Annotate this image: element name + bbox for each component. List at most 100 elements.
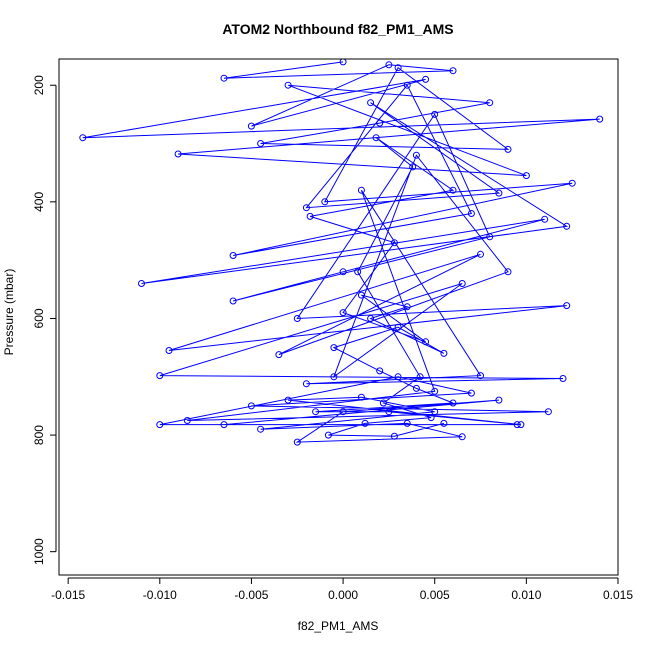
data-point <box>495 396 503 404</box>
data-point <box>357 186 365 194</box>
data-point <box>229 297 237 305</box>
data-point <box>467 210 475 217</box>
data-point <box>522 172 530 180</box>
data-point <box>449 399 457 407</box>
data-point <box>312 408 320 416</box>
y-tick-label: 600 <box>32 308 46 328</box>
data-point <box>416 373 424 381</box>
data-point <box>339 309 347 317</box>
y-axis-label: Pressure (mbar) <box>2 269 16 356</box>
data-point <box>372 134 380 142</box>
data-point <box>568 179 576 187</box>
series-line <box>82 61 600 443</box>
data-point <box>354 268 362 276</box>
series-layer <box>79 59 604 446</box>
x-tick-label: 0.010 <box>511 588 541 602</box>
data-point <box>79 134 87 142</box>
x-axis-label: f82_PM1_AMS <box>298 619 379 633</box>
data-point <box>504 268 512 276</box>
data-point <box>563 302 571 310</box>
data-point <box>422 338 430 346</box>
data-point <box>156 421 164 429</box>
data-point <box>293 438 301 446</box>
data-point <box>361 419 369 427</box>
y-tick-label: 800 <box>32 425 46 445</box>
x-tick-label: -0.010 <box>143 588 177 602</box>
data-point <box>394 323 402 331</box>
data-point <box>449 186 457 194</box>
data-point <box>357 393 365 401</box>
y-tick-label: 400 <box>32 192 46 212</box>
data-point <box>339 59 347 66</box>
data-point <box>257 425 265 433</box>
x-tick-label: 0.015 <box>603 588 633 602</box>
x-tick-label: 0.000 <box>328 588 358 602</box>
data-point <box>559 375 567 382</box>
data-point <box>339 408 347 416</box>
chart-title: ATOM2 Northbound f82_PM1_AMS <box>222 21 453 37</box>
data-point <box>431 408 439 416</box>
data-point <box>229 252 237 259</box>
data-point <box>486 233 494 241</box>
data-point <box>403 419 411 427</box>
data-point <box>302 204 310 212</box>
data-point <box>458 280 466 287</box>
data-point <box>138 280 145 287</box>
data-point <box>275 351 283 359</box>
data-point <box>477 250 484 258</box>
data-point <box>541 215 549 223</box>
data-point <box>394 373 402 381</box>
data-point <box>284 396 292 404</box>
data-point <box>495 189 503 197</box>
data-point <box>596 115 604 123</box>
data-point <box>409 163 417 171</box>
data-point <box>517 421 525 429</box>
data-point <box>174 150 182 158</box>
data-point <box>156 372 164 380</box>
data-point <box>165 347 173 354</box>
data-point <box>458 433 466 441</box>
data-point <box>247 402 255 410</box>
data-point <box>247 122 255 130</box>
data-point <box>427 414 435 422</box>
data-point <box>394 64 402 72</box>
y-tick-label: 1000 <box>32 538 46 565</box>
data-point <box>544 408 552 416</box>
data-point <box>220 421 228 429</box>
data-point <box>367 315 375 322</box>
data-point <box>324 431 332 439</box>
plot-frame <box>58 58 619 576</box>
y-axis: 200 400 600 800 1000 <box>32 75 57 565</box>
data-point <box>431 110 439 118</box>
data-point <box>376 367 384 375</box>
data-point <box>563 222 571 230</box>
data-point <box>449 67 457 75</box>
data-point <box>477 372 484 380</box>
data-point <box>513 421 521 429</box>
data-point <box>467 389 475 397</box>
data-point <box>257 140 265 147</box>
data-point <box>390 239 398 247</box>
data-point <box>390 432 398 440</box>
data-point <box>403 81 411 89</box>
data-point <box>367 99 375 107</box>
data-point <box>379 399 387 407</box>
data-point <box>440 419 448 427</box>
data-point <box>440 349 448 357</box>
x-axis: -0.015 -0.010 -0.005 0.000 0.005 0.010 0.015 <box>51 577 633 602</box>
data-point <box>183 417 191 424</box>
x-tick-label: 0.005 <box>420 588 450 602</box>
data-point <box>385 408 393 416</box>
data-point <box>412 151 420 159</box>
y-tick-label: 200 <box>32 75 46 95</box>
data-point <box>357 291 365 299</box>
data-point <box>220 74 228 82</box>
data-point <box>321 198 329 206</box>
data-point <box>385 61 393 69</box>
data-point <box>306 212 314 220</box>
data-point <box>422 75 430 83</box>
data-point <box>302 380 310 388</box>
x-tick-label: -0.005 <box>234 588 268 602</box>
data-point <box>330 373 338 381</box>
